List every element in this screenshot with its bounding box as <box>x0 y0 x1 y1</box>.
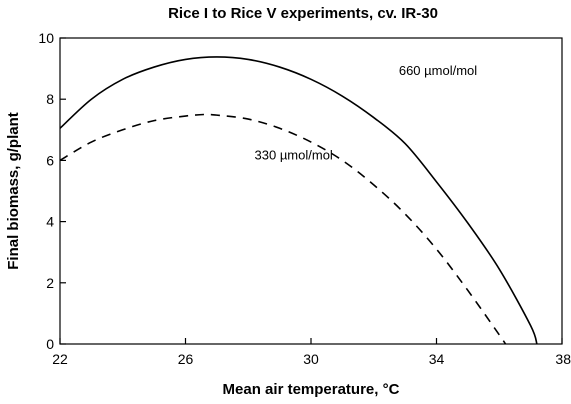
y-tick-label: 0 <box>46 336 54 352</box>
series-line-330 <box>59 113 507 345</box>
y-tick-label: 6 <box>46 152 54 168</box>
y-tick-label: 4 <box>46 214 54 230</box>
y-tick-label: 2 <box>46 275 54 291</box>
x-tick-label: 34 <box>429 351 445 367</box>
series-line-660 <box>59 56 538 345</box>
series-annotation: 330 µmol/mol <box>255 147 333 162</box>
x-tick-label: 22 <box>52 351 68 367</box>
series-annotation: 660 µmol/mol <box>399 63 477 78</box>
x-axis-ticks: 22 26 30 34 38 <box>52 338 571 367</box>
y-tick-label: 8 <box>46 91 54 107</box>
y-axis-label: Final biomass, g/plant <box>5 112 22 270</box>
x-tick-label: 30 <box>303 351 319 367</box>
annotation-layer: 660 µmol/mol 330 µmol/mol <box>255 63 478 162</box>
y-axis-ticks: 0 2 4 6 8 10 <box>38 30 66 352</box>
plot-frame <box>59 37 563 345</box>
chart-title: Rice I to Rice V experiments, cv. IR-30 <box>168 5 438 22</box>
x-axis-label: Mean air temperature, °C <box>223 381 400 398</box>
y-tick-label: 10 <box>38 30 54 46</box>
x-tick-label: 38 <box>555 351 571 367</box>
x-tick-label: 26 <box>178 351 194 367</box>
series-layer <box>59 56 538 345</box>
